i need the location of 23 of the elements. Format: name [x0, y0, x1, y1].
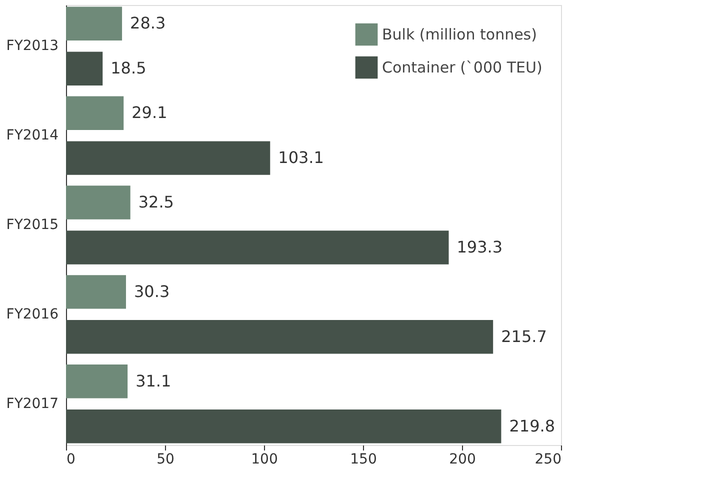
x-tick-label: 50	[156, 452, 174, 468]
legend-label: Container (`000 TEU)	[382, 58, 542, 76]
y-tick-label: FY2013	[6, 38, 58, 54]
data-label: 219.8	[509, 416, 556, 436]
x-tick-label: 250	[534, 452, 562, 468]
data-label: 32.5	[138, 192, 174, 212]
y-tick-label: FY2017	[6, 396, 58, 412]
y-tick-label: FY2016	[6, 306, 59, 322]
data-label: 193.3	[456, 237, 503, 256]
data-label: 215.7	[501, 326, 547, 346]
data-label: 29.1	[132, 103, 168, 122]
x-tick-label: 0	[66, 452, 76, 468]
x-tick-label: 100	[251, 452, 278, 468]
data-label: 30.3	[134, 282, 170, 301]
x-tick-label: 150	[350, 452, 377, 468]
y-tick-label: FY2014	[6, 128, 59, 144]
x-tick-label: 200	[449, 452, 476, 468]
data-label: 28.3	[130, 14, 166, 33]
y-tick-label: FY2015	[6, 217, 58, 233]
data-label: 103.1	[278, 148, 324, 168]
legend-label: Bulk (million tonnes)	[382, 26, 537, 44]
data-label: 31.1	[136, 371, 172, 390]
data-label: 18.5	[110, 58, 146, 78]
